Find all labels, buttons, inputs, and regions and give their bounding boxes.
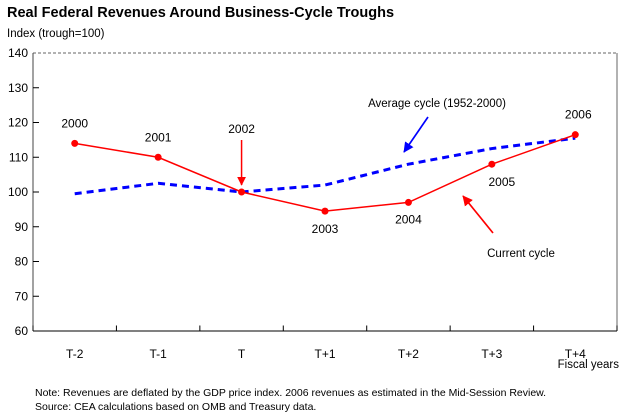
y-tick-label: 80	[15, 255, 29, 269]
y-axis-title: Index (trough=100)	[7, 28, 105, 40]
y-tick-label: 60	[15, 324, 29, 338]
data-point-label: 2003	[312, 222, 339, 236]
data-point-label: 2006	[565, 108, 592, 122]
y-tick-label: 90	[15, 220, 29, 234]
data-point	[404, 198, 412, 206]
x-axis-title: Fiscal years	[557, 359, 619, 371]
average-cycle-label: Average cycle (1952-2000)	[368, 98, 506, 110]
data-point-label: 2005	[489, 175, 516, 189]
current-cycle-arrow	[462, 195, 494, 234]
data-point-label: 2000	[61, 116, 88, 130]
data-point	[238, 188, 246, 196]
x-tick-label: T-2	[66, 347, 84, 361]
x-tick-label: T+1	[314, 347, 335, 361]
y-tick-label: 110	[9, 150, 28, 164]
footnotes: Note: Revenues are deflated by the GDP p…	[35, 386, 546, 414]
current-cycle-label: Current cycle	[487, 248, 555, 260]
y-tick-label: 130	[8, 81, 28, 95]
y-tick-label: 100	[8, 185, 28, 199]
y-tick-label: 140	[8, 46, 28, 60]
series-current-line	[74, 133, 576, 212]
data-point-label: 2004	[395, 212, 422, 226]
data-point	[154, 153, 162, 161]
data-point-label: 2001	[145, 130, 172, 144]
average-cycle-arrow	[403, 116, 429, 153]
x-tick-label: T	[238, 347, 246, 361]
y-tick-label: 120	[8, 116, 28, 130]
data-point	[321, 207, 329, 215]
x-tick-label: T-1	[149, 347, 167, 361]
series-average-line	[74, 136, 576, 196]
data-point	[488, 160, 496, 168]
data-point-label: 2002	[228, 122, 255, 136]
source-line: Source: CEA calculations based on OMB an…	[35, 401, 317, 413]
note-line: Note: Revenues are deflated by the GDP p…	[35, 387, 547, 399]
y-tick-label: 70	[15, 289, 29, 303]
data-point	[571, 131, 579, 139]
data-point	[71, 139, 79, 147]
chart-title: Real Federal Revenues Around Business-Cy…	[7, 5, 395, 21]
x-tick-label: T+4	[565, 347, 586, 361]
x-tick-label: T+2	[398, 347, 419, 361]
x-tick-label: T+3	[481, 347, 502, 361]
